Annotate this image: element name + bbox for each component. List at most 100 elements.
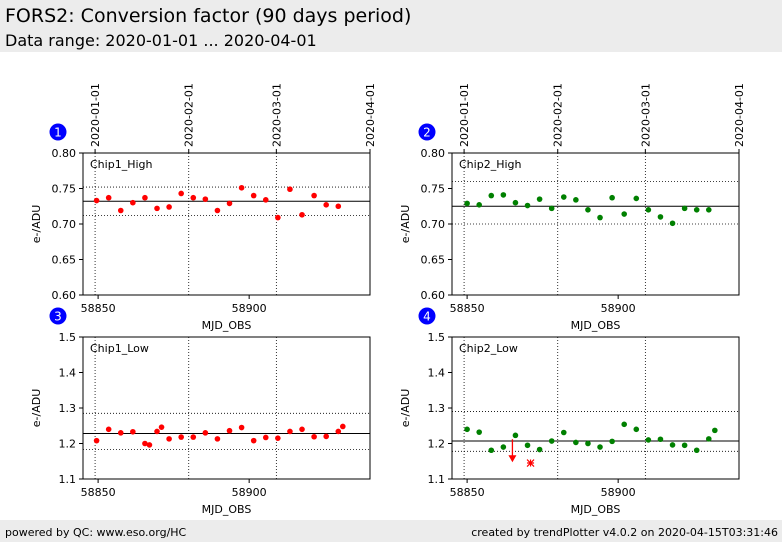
data-point: [464, 426, 470, 433]
panel-number-badge: [49, 307, 67, 325]
data-point: [585, 207, 591, 213]
data-point: [166, 436, 172, 442]
x-tick-label: 58900: [232, 486, 267, 499]
y-tick-label: 1.4: [428, 367, 446, 380]
data-point: [287, 428, 293, 435]
data-point: [621, 421, 627, 428]
y-tick-label: 0.60: [421, 289, 446, 302]
y-tick-label: 1.5: [59, 331, 77, 344]
y-tick-label: 0.70: [421, 218, 446, 231]
panel-number-badge: [418, 123, 436, 141]
data-point: [500, 192, 507, 198]
data-point: [476, 202, 482, 208]
y-tick-label: 0.75: [52, 183, 77, 196]
data-point: [311, 433, 317, 440]
data-point: [500, 444, 507, 450]
y-tick-label: 1.2: [59, 438, 77, 451]
date-tick-label: 2020-02-01: [552, 83, 565, 147]
data-point: [250, 437, 257, 444]
data-point: [335, 203, 342, 210]
date-tick-label: 2020-04-01: [733, 83, 746, 147]
data-point: [202, 196, 209, 202]
panel-number: 1: [54, 126, 62, 140]
footer-generator: created by trendPlotter v4.0.2 on 2020-0…: [471, 526, 778, 539]
y-tick-label: 0.65: [52, 254, 77, 267]
data-point: [154, 428, 160, 435]
y-tick-label: 0.80: [421, 147, 446, 160]
data-point: [178, 434, 184, 440]
plot-panel-2: 0.60 0.65 0.70 0.75 0.80 58850 58900 MJD_OBS e-/…: [399, 83, 746, 332]
data-point: [166, 204, 172, 210]
data-point: [250, 192, 257, 199]
date-tick-label: 2020-02-01: [183, 83, 196, 147]
data-point: [287, 186, 293, 193]
date-tick-label: 2020-03-01: [639, 83, 652, 147]
x-axis-label: MJD_OBS: [202, 503, 252, 516]
data-point: [214, 207, 221, 214]
data-point: [536, 446, 543, 453]
outlier-arrow-head: [508, 455, 517, 463]
x-axis-label: MJD_OBS: [571, 503, 621, 516]
y-tick-label: 0.65: [421, 254, 446, 267]
footer-bar: [0, 520, 782, 542]
y-tick-label: 1.5: [428, 331, 446, 344]
data-point: [117, 430, 124, 436]
data-point: [609, 438, 615, 445]
data-point: [524, 202, 531, 209]
x-axis-label: MJD_OBS: [571, 319, 621, 332]
x-tick-label: 58850: [81, 302, 116, 315]
y-tick-label: 1.4: [59, 367, 77, 380]
data-point: [311, 192, 317, 199]
y-axis-label: e-/ADU: [30, 205, 43, 244]
data-point: [323, 433, 329, 440]
data-point: [645, 207, 652, 213]
data-point: [226, 427, 233, 434]
page-title: FORS2: Conversion factor (90 days period…: [5, 5, 412, 27]
plot-panel-1: 0.60 0.65 0.70 0.75 0.80 58850 58900 MJD_OBS e-/…: [30, 83, 377, 332]
data-point: [681, 205, 688, 212]
data-point: [226, 200, 233, 207]
data-point: [488, 447, 495, 454]
panel-label: Chip2_High: [459, 158, 521, 171]
y-tick-label: 0.70: [52, 218, 77, 231]
y-tick-label: 0.80: [52, 147, 77, 160]
date-tick-label: 2020-03-01: [270, 83, 283, 147]
date-tick-label: 2020-01-01: [458, 83, 471, 147]
data-point: [633, 426, 640, 433]
data-point: [158, 424, 165, 430]
data-point: [633, 195, 640, 202]
data-point: [681, 442, 688, 449]
data-point: [669, 220, 676, 227]
y-tick-label: 0.60: [52, 289, 77, 302]
data-point: [214, 436, 221, 442]
plot-frame: [451, 336, 740, 480]
data-point: [190, 434, 197, 440]
y-tick-label: 1.2: [428, 438, 446, 451]
data-point: [669, 442, 676, 448]
data-point: [597, 214, 603, 221]
data-point: [146, 442, 153, 448]
data-point: [524, 442, 531, 449]
data-point: [105, 426, 112, 433]
data-point: [154, 205, 160, 212]
data-point: [560, 429, 567, 436]
data-point: [178, 190, 184, 197]
y-axis-label: e-/ADU: [399, 389, 412, 428]
x-axis-label: MJD_OBS: [202, 319, 252, 332]
data-point: [488, 192, 495, 199]
data-point: [585, 440, 591, 447]
data-point: [262, 434, 269, 441]
data-point: [548, 438, 555, 444]
plot-panel-4: 1.1 1.2 1.3 1.4 1.5 58850 58900 MJD_OBS e-/ADU Ch…: [399, 307, 740, 516]
data-point: [275, 214, 281, 221]
data-point: [117, 207, 124, 214]
data-point: [536, 196, 543, 202]
data-point: [142, 440, 148, 447]
data-point: [93, 197, 100, 204]
data-point: [597, 444, 603, 450]
x-tick-label: 58850: [450, 302, 485, 315]
data-point: [464, 200, 470, 207]
y-axis-label: e-/ADU: [399, 205, 412, 244]
data-point: [238, 424, 245, 431]
data-point: [299, 426, 305, 433]
